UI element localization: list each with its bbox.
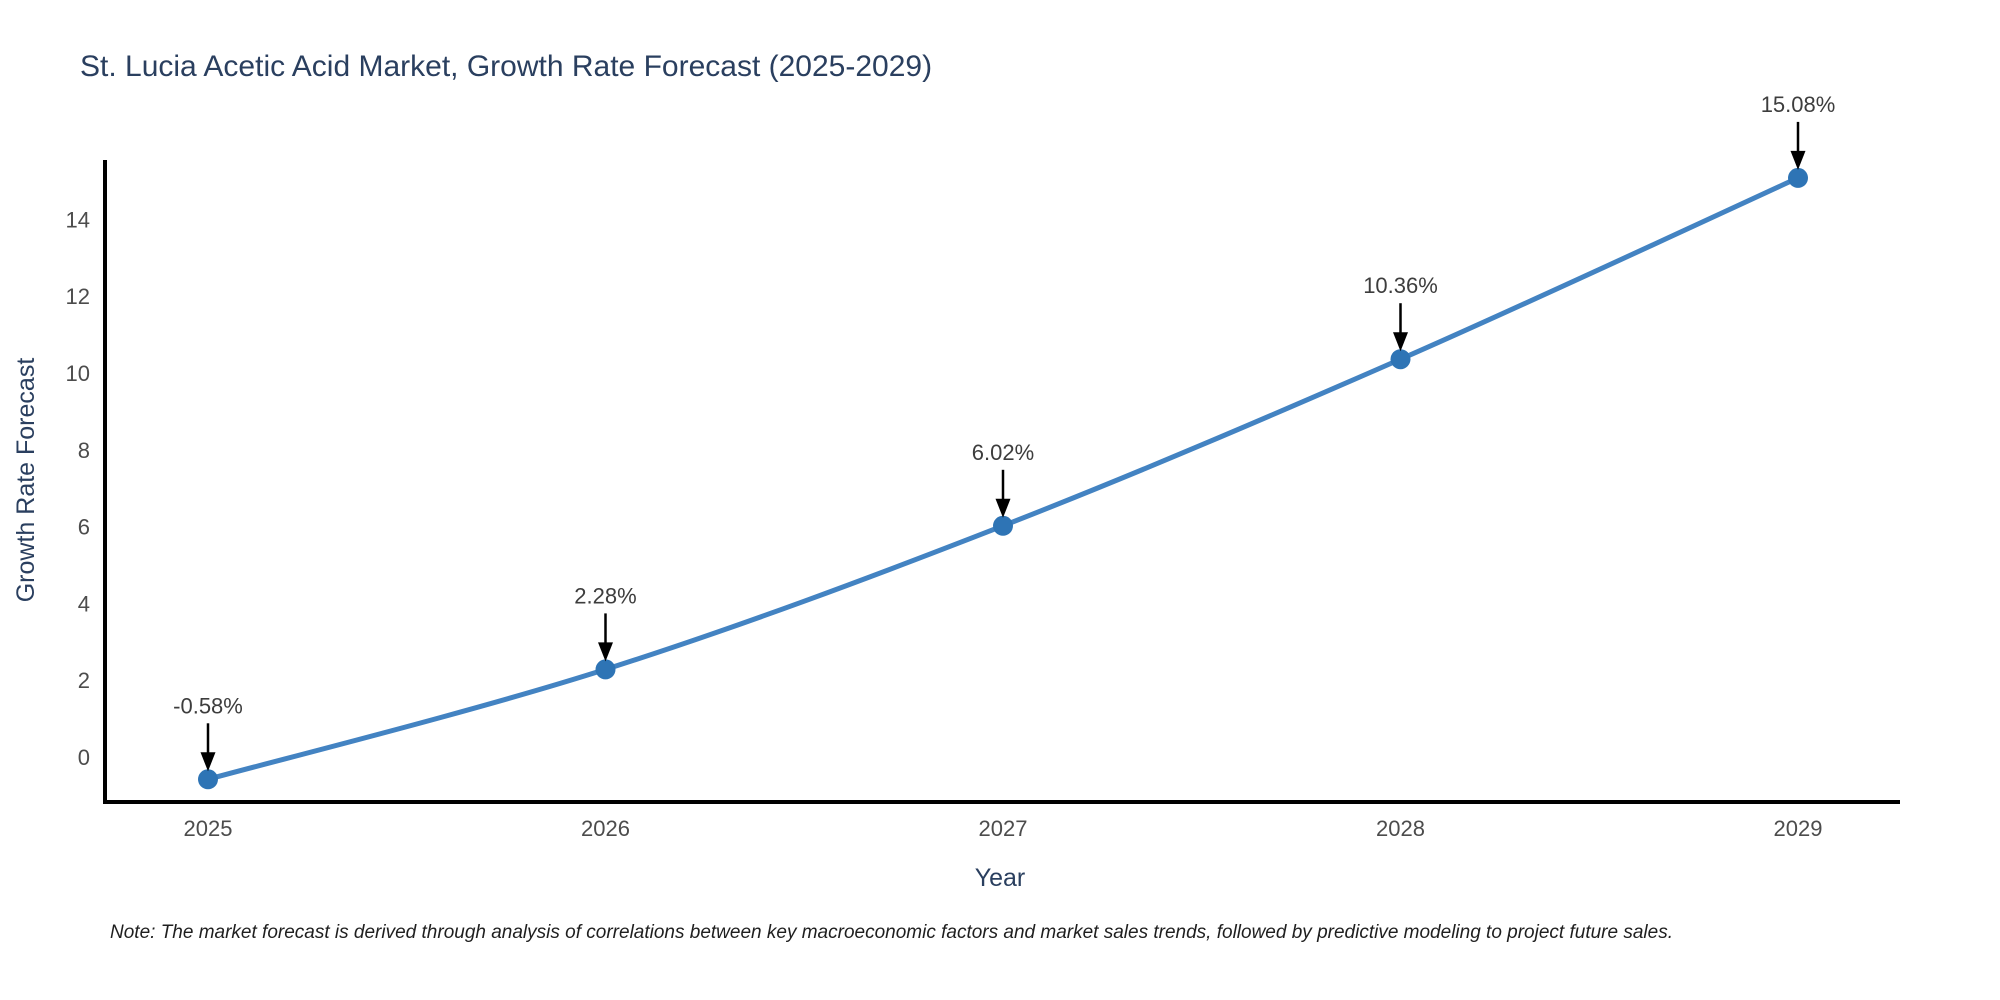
annotation-arrowhead-icon — [1393, 332, 1408, 352]
annotation-arrowhead-icon — [200, 752, 216, 772]
annotation-label-2028: 10.36% — [1363, 273, 1438, 298]
x-tick-label-2028: 2028 — [1376, 816, 1425, 841]
x-axis-title: Year — [975, 864, 1026, 892]
data-point-2028[interactable] — [1390, 349, 1411, 370]
annotation-label-2029: 15.08% — [1761, 92, 1836, 117]
y-tick-label-10: 10 — [66, 361, 90, 386]
y-tick-label-12: 12 — [66, 284, 90, 309]
x-tick-label-2027: 2027 — [979, 816, 1028, 841]
y-tick-label-8: 8 — [78, 438, 90, 463]
data-points — [198, 167, 1808, 790]
y-tick-label-14: 14 — [66, 207, 90, 232]
y-tick-label-2: 2 — [78, 668, 90, 693]
data-point-2025[interactable] — [198, 769, 218, 790]
annotation-label-2027: 6.02% — [972, 440, 1034, 465]
annotation-arrowhead-icon — [995, 498, 1011, 518]
data-point-2027[interactable] — [993, 515, 1013, 536]
y-axis-title: Growth Rate Forecast — [12, 358, 40, 603]
x-tick-label-2026: 2026 — [581, 816, 630, 841]
annotation-arrowhead-icon — [598, 642, 613, 662]
annotation-arrowhead-icon — [1790, 150, 1806, 170]
x-axis-ticks: 2025 2026 2027 2028 2029 — [184, 816, 1823, 841]
y-tick-label-6: 6 — [78, 515, 90, 540]
data-point-2029[interactable] — [1788, 167, 1808, 188]
annotation-label-2025: -0.58% — [173, 693, 243, 718]
axis-lines — [103, 160, 1900, 804]
x-tick-label-2029: 2029 — [1774, 816, 1823, 841]
point-annotations: -0.58% 2.28% 6.02% 10.36% 15.08% — [173, 92, 1836, 772]
footnote: Note: The market forecast is derived thr… — [110, 922, 1673, 943]
y-axis-ticks: 0 2 4 6 8 10 12 14 — [66, 207, 90, 770]
x-tick-label-2025: 2025 — [184, 816, 233, 841]
chart-title: St. Lucia Acetic Acid Market, Growth Rat… — [80, 50, 932, 83]
annotation-label-2026: 2.28% — [574, 583, 636, 608]
data-point-2026[interactable] — [595, 659, 616, 680]
y-tick-label-4: 4 — [78, 591, 90, 616]
y-tick-label-0: 0 — [78, 745, 90, 770]
